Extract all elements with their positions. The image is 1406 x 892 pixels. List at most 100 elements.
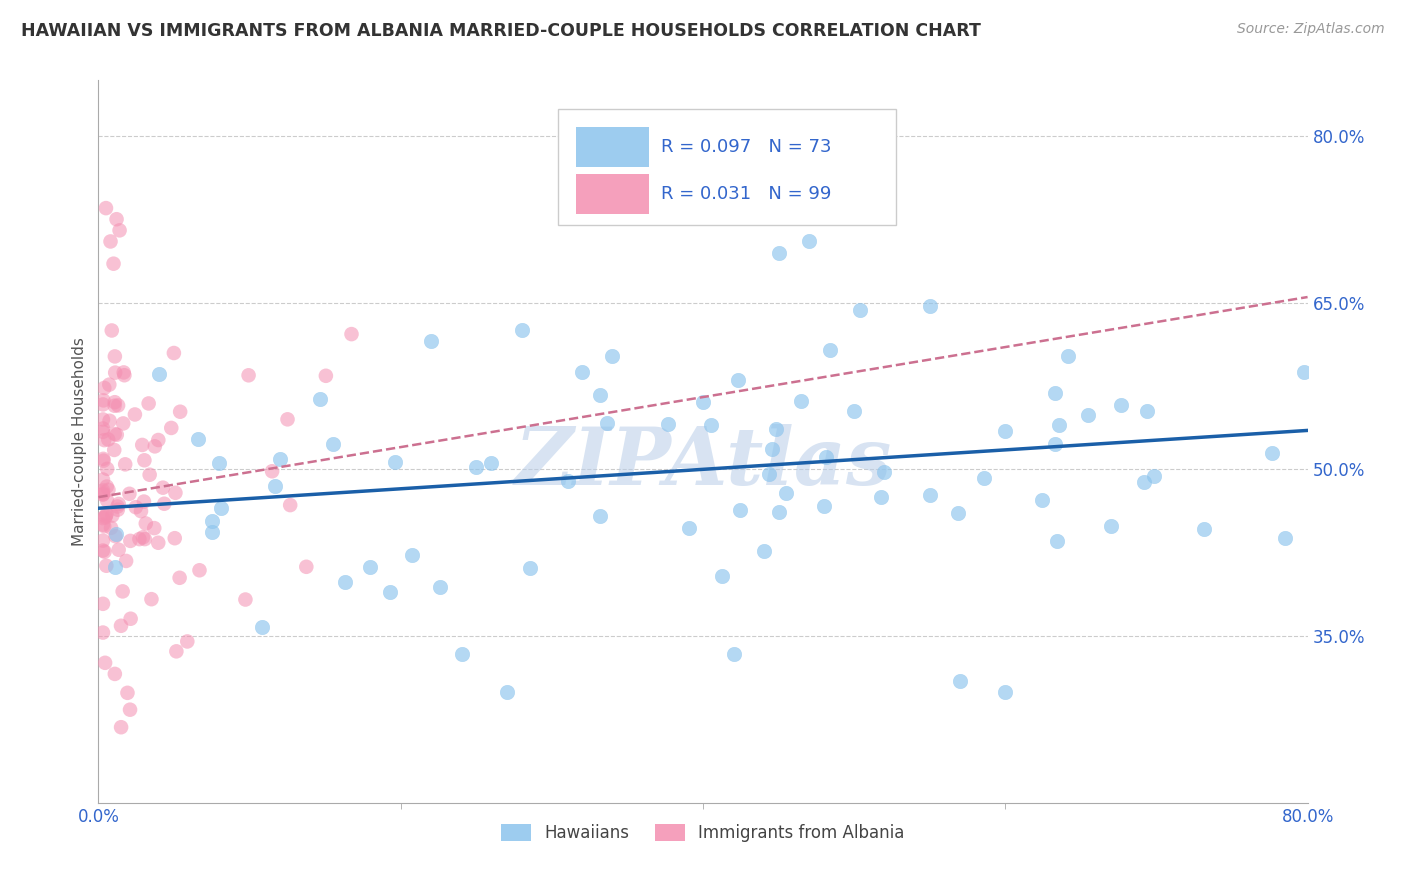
Point [589, 388, 612, 402]
Point [176, 634, 198, 648]
Point [519, 561, 541, 575]
Point [479, 456, 502, 470]
Point [873, 465, 896, 479]
Point [148, 368, 170, 382]
Point [152, 481, 174, 495]
Point [360, 560, 382, 574]
Point [278, 498, 301, 512]
Point [98, 414, 121, 428]
Point [100, 323, 122, 337]
Point [96, 462, 118, 476]
Point [1143, 469, 1166, 483]
Point [108, 223, 131, 237]
Point [333, 575, 356, 590]
Point [91, 485, 114, 500]
Point [1077, 408, 1099, 422]
Point [994, 424, 1017, 438]
Point [131, 438, 153, 452]
Point [1111, 398, 1133, 412]
Point [96, 479, 118, 493]
Text: HAWAIIAN VS IMMIGRANTS FROM ALBANIA MARRIED-COUPLE HOUSEHOLDS CORRELATION CHART: HAWAIIAN VS IMMIGRANTS FROM ALBANIA MARR… [21, 22, 981, 40]
Point [96, 507, 118, 521]
Point [93, 453, 115, 467]
Point [401, 548, 423, 562]
Point [112, 366, 135, 380]
Point [111, 584, 134, 599]
Point [295, 559, 318, 574]
Point [238, 368, 260, 383]
Point [201, 514, 224, 528]
Point [91, 517, 114, 532]
Point [112, 417, 135, 431]
Point [201, 524, 224, 539]
Point [91, 487, 114, 501]
Point [153, 497, 176, 511]
Point [163, 346, 186, 360]
Point [768, 245, 790, 260]
Point [104, 350, 127, 364]
Point [93, 519, 115, 533]
Point [100, 521, 122, 535]
Point [138, 467, 160, 482]
Point [1047, 417, 1070, 432]
Point [1043, 437, 1066, 451]
Point [1192, 522, 1215, 536]
Point [110, 619, 132, 633]
Point [1274, 531, 1296, 545]
Point [315, 368, 337, 383]
Point [450, 647, 472, 661]
Point [101, 508, 124, 523]
Point [262, 464, 284, 478]
Point [163, 531, 186, 545]
Point [104, 427, 127, 442]
Point [208, 456, 231, 470]
Point [93, 544, 115, 558]
Point [849, 303, 872, 318]
Point [91, 533, 114, 548]
Point [134, 532, 156, 546]
Point [104, 366, 127, 380]
FancyBboxPatch shape [576, 174, 648, 214]
Point [143, 521, 166, 535]
Point [571, 365, 593, 379]
Point [768, 505, 790, 519]
Point [129, 504, 152, 518]
Point [775, 486, 797, 500]
Point [711, 569, 734, 583]
Point [94, 656, 117, 670]
Point [589, 508, 612, 523]
Point [322, 437, 344, 451]
Point [946, 507, 969, 521]
Point [115, 554, 138, 568]
Y-axis label: Married-couple Households: Married-couple Households [72, 337, 87, 546]
Point [148, 535, 170, 549]
Text: R = 0.031   N = 99: R = 0.031 N = 99 [661, 186, 831, 203]
Point [269, 451, 291, 466]
Point [465, 459, 488, 474]
Point [1043, 385, 1066, 400]
Point [104, 529, 127, 543]
Point [132, 494, 155, 508]
Point [557, 475, 579, 489]
Point [107, 500, 129, 514]
Point [378, 585, 401, 599]
Point [188, 563, 211, 577]
Point [797, 235, 820, 249]
Point [104, 527, 127, 541]
Point [107, 399, 129, 413]
Point [1133, 475, 1156, 490]
Point [96, 558, 118, 573]
Point [97, 483, 120, 497]
Point [103, 257, 125, 271]
Point [1260, 446, 1282, 460]
Point [93, 393, 115, 408]
Point [107, 497, 129, 511]
Point [994, 684, 1017, 698]
Point [869, 491, 891, 505]
Point [104, 395, 127, 409]
Point [918, 299, 941, 313]
Point [118, 487, 141, 501]
Point [789, 394, 811, 409]
Point [110, 720, 132, 734]
Point [1099, 518, 1122, 533]
